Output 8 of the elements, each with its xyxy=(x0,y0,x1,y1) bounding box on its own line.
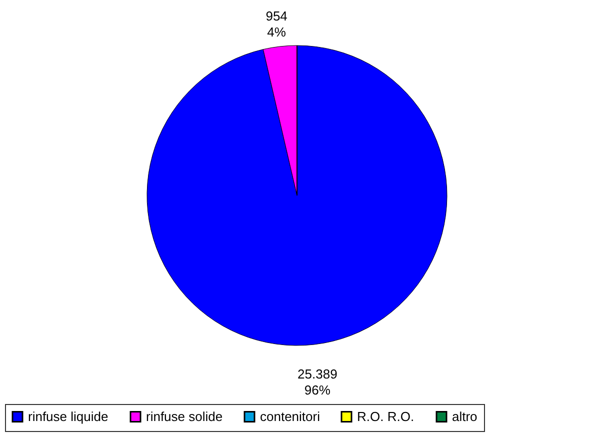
legend-label: R.O. R.O. xyxy=(357,408,414,424)
data-label: 25.389 96% xyxy=(298,366,338,398)
legend-label: rinfuse solide xyxy=(146,408,223,424)
legend-label: contenitori xyxy=(260,408,320,424)
data-label: 954 4% xyxy=(266,8,288,40)
pie-slice xyxy=(146,45,448,346)
legend-label: altro xyxy=(452,408,478,424)
legend-label: rinfuse liquide xyxy=(28,408,108,424)
